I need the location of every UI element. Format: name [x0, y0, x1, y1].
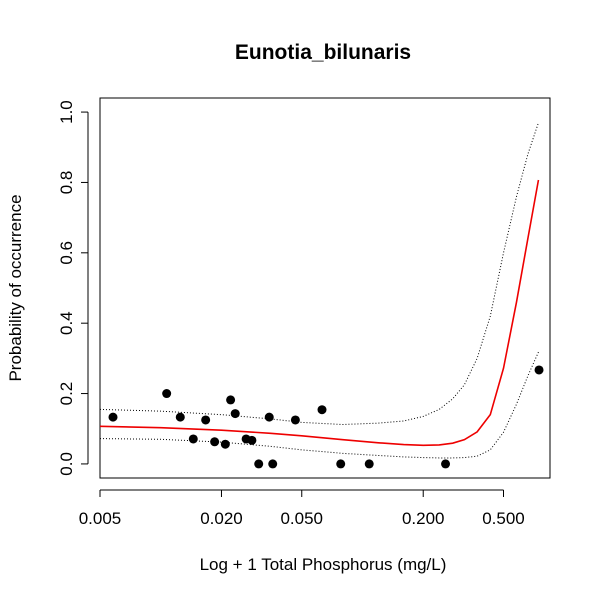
y-tick-label: 1.0	[57, 100, 76, 124]
data-point	[364, 459, 374, 469]
data-point	[264, 412, 274, 422]
data-point	[210, 437, 220, 447]
y-axis: 0.0 0.2 0.4 0.6 0.8 1.0	[57, 100, 89, 476]
ci-upper-line	[99, 122, 539, 426]
data-point	[162, 389, 172, 399]
x-axis-label: Log + 1 Total Phosphorus (mg/L)	[200, 555, 447, 574]
ci-lower-line	[99, 351, 539, 459]
data-point	[268, 459, 278, 469]
y-tick-label: 0.2	[57, 382, 76, 406]
data-point	[317, 405, 327, 415]
data-point	[108, 412, 118, 422]
data-point	[201, 415, 211, 425]
x-tick-label: 0.200	[402, 509, 445, 528]
data-point	[188, 434, 198, 444]
data-point	[534, 365, 544, 375]
data-point	[247, 435, 257, 445]
data-point	[220, 439, 230, 449]
data-point	[226, 395, 236, 405]
fit-line	[99, 179, 540, 447]
plot-frame	[99, 97, 551, 479]
x-tick-label: 0.050	[280, 509, 323, 528]
chart-title: Eunotia_bilunaris	[235, 41, 411, 64]
y-tick-label: 0.6	[57, 241, 76, 265]
data-point	[441, 459, 451, 469]
x-tick-label: 0.020	[200, 509, 243, 528]
x-tick-label: 0.500	[482, 509, 525, 528]
data-point	[336, 459, 346, 469]
series-layer	[99, 122, 544, 469]
y-tick-label: 0.4	[57, 311, 76, 335]
y-tick-label: 0.8	[57, 171, 76, 195]
x-tick-label: 0.005	[79, 509, 122, 528]
data-point	[175, 412, 185, 422]
data-point	[254, 459, 264, 469]
x-axis: 0.005 0.020 0.050 0.200 0.500	[79, 489, 525, 528]
y-axis-label: Probability of occurrence	[6, 194, 25, 381]
data-point	[290, 415, 300, 425]
data-point	[230, 409, 240, 419]
y-tick-label: 0.0	[57, 452, 76, 476]
